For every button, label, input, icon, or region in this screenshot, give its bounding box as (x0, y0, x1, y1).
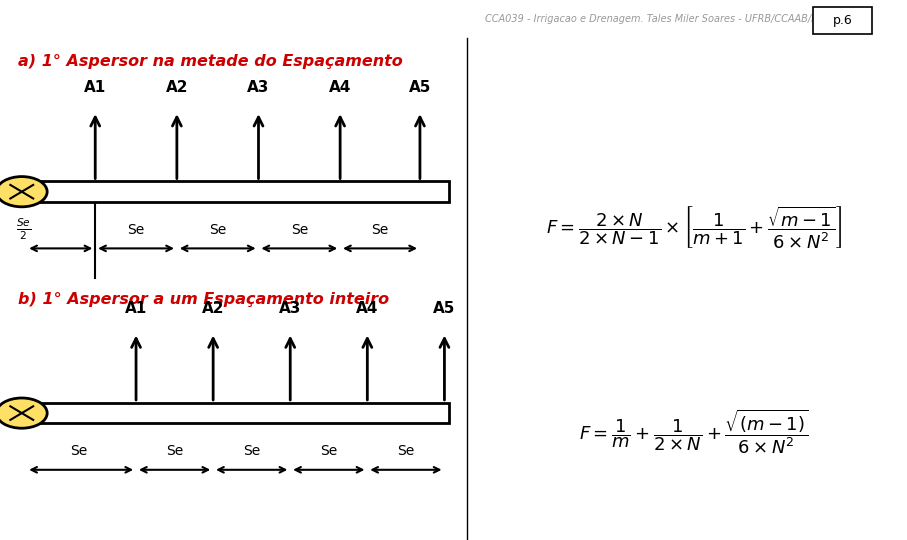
Text: A1: A1 (125, 301, 147, 316)
Text: Se: Se (127, 222, 145, 237)
Text: a) 1° Aspersor na metade do Espaçamento: a) 1° Aspersor na metade do Espaçamento (18, 54, 403, 69)
Text: A4: A4 (356, 301, 378, 316)
Text: A3: A3 (248, 80, 269, 95)
Text: Se: Se (243, 444, 260, 458)
Text: $F = \dfrac{1}{m} + \dfrac{1}{2 \times N} + \dfrac{\sqrt{(m-1)}}{6 \times N^2}$: $F = \dfrac{1}{m} + \dfrac{1}{2 \times N… (579, 408, 809, 456)
Text: Se: Se (290, 222, 308, 237)
Text: b) 1° Aspersor a um Espaçamento inteiro: b) 1° Aspersor a um Espaçamento inteiro (18, 292, 389, 307)
Text: A3: A3 (279, 301, 301, 316)
Text: A5: A5 (409, 80, 431, 95)
Circle shape (0, 177, 47, 207)
Text: Se: Se (320, 444, 337, 458)
Text: p.6: p.6 (833, 14, 853, 28)
Circle shape (0, 398, 47, 428)
Text: Se: Se (397, 444, 414, 458)
Text: $F = \dfrac{2 \times N}{2 \times N - 1} \times \left[\dfrac{1}{m+1} + \dfrac{\sq: $F = \dfrac{2 \times N}{2 \times N - 1} … (545, 204, 843, 250)
Text: Se: Se (166, 444, 183, 458)
Text: A5: A5 (434, 301, 455, 316)
Bar (36, 181, 449, 202)
Text: CCA039 - Irrigacao e Drenagem. Tales Miler Soares - UFRB/CCAAB/NEAS: CCA039 - Irrigacao e Drenagem. Tales Mil… (485, 14, 838, 24)
Text: Se: Se (371, 222, 389, 237)
Text: A1: A1 (84, 80, 106, 95)
Text: $\frac{Se}{2}$: $\frac{Se}{2}$ (16, 216, 31, 241)
Text: Se: Se (209, 222, 227, 237)
Text: A4: A4 (329, 80, 351, 95)
Text: A2: A2 (166, 80, 188, 95)
Text: A2: A2 (202, 301, 224, 316)
Bar (36, 403, 449, 423)
Text: Se: Se (70, 444, 88, 458)
